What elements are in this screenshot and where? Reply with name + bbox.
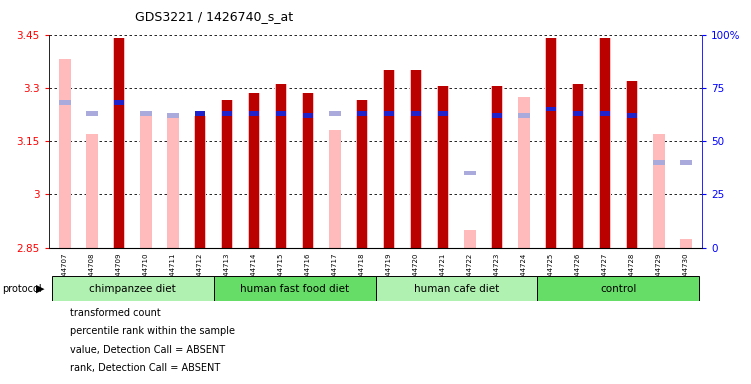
Bar — [59, 101, 71, 105]
Bar — [573, 84, 583, 248]
Bar — [600, 111, 610, 116]
Bar — [114, 101, 124, 105]
Bar — [545, 38, 556, 248]
Bar — [518, 113, 529, 118]
Bar — [249, 93, 260, 248]
Bar — [464, 230, 475, 248]
Bar — [357, 100, 366, 248]
Bar — [303, 113, 312, 118]
Bar — [249, 111, 259, 116]
Bar — [195, 116, 206, 248]
Bar — [140, 111, 152, 116]
Bar — [276, 84, 285, 248]
Bar — [573, 111, 583, 116]
Bar — [330, 111, 340, 116]
Bar — [276, 84, 287, 248]
Bar — [114, 38, 124, 248]
Bar — [464, 171, 475, 175]
Bar — [384, 70, 394, 248]
Bar — [680, 160, 692, 165]
Bar — [546, 38, 556, 248]
Text: percentile rank within the sample: percentile rank within the sample — [70, 326, 235, 336]
Text: human cafe diet: human cafe diet — [414, 284, 499, 294]
Bar — [599, 38, 611, 248]
Bar — [600, 38, 610, 248]
Text: protocol: protocol — [2, 284, 42, 294]
Bar — [167, 116, 179, 248]
Bar — [680, 239, 692, 248]
Bar — [249, 93, 259, 248]
Bar — [303, 93, 313, 248]
Bar — [140, 116, 152, 248]
Bar — [627, 113, 637, 118]
Bar — [438, 86, 448, 248]
Bar — [518, 97, 529, 248]
Text: transformed count: transformed count — [70, 308, 161, 318]
Text: human fast food diet: human fast food diet — [240, 284, 349, 294]
Text: value, Detection Call = ABSENT: value, Detection Call = ABSENT — [70, 345, 225, 355]
Bar — [113, 38, 125, 248]
Bar — [492, 86, 502, 248]
Bar — [59, 60, 71, 248]
Bar — [222, 100, 233, 248]
Bar — [572, 84, 584, 248]
FancyBboxPatch shape — [213, 276, 376, 301]
Bar — [492, 113, 502, 118]
Bar — [653, 134, 665, 248]
Bar — [412, 111, 421, 116]
Text: ▶: ▶ — [35, 284, 44, 294]
Bar — [195, 111, 205, 116]
Bar — [411, 70, 421, 248]
Bar — [653, 160, 665, 165]
Bar — [86, 134, 98, 248]
Bar — [412, 70, 421, 248]
FancyBboxPatch shape — [52, 276, 213, 301]
Bar — [195, 116, 205, 248]
Bar — [546, 107, 556, 111]
Bar — [626, 81, 638, 248]
Bar — [167, 113, 179, 118]
Bar — [330, 131, 340, 248]
Bar — [491, 86, 502, 248]
Bar — [276, 111, 285, 116]
Bar — [439, 86, 448, 248]
Text: control: control — [600, 284, 637, 294]
Bar — [357, 100, 367, 248]
Bar — [385, 70, 394, 248]
Bar — [86, 111, 98, 116]
FancyBboxPatch shape — [538, 276, 699, 301]
Bar — [357, 111, 366, 116]
Bar — [385, 111, 394, 116]
Bar — [303, 93, 312, 248]
Bar — [222, 100, 232, 248]
Text: GDS3221 / 1426740_s_at: GDS3221 / 1426740_s_at — [135, 10, 294, 23]
Bar — [627, 81, 637, 248]
Bar — [439, 111, 448, 116]
Text: rank, Detection Call = ABSENT: rank, Detection Call = ABSENT — [70, 363, 220, 373]
FancyBboxPatch shape — [376, 276, 538, 301]
Bar — [222, 111, 232, 116]
Text: chimpanzee diet: chimpanzee diet — [89, 284, 176, 294]
